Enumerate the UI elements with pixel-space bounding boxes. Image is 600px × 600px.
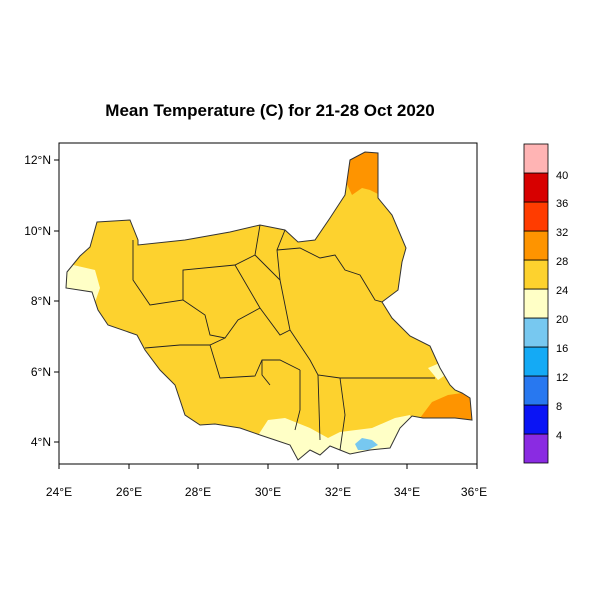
colorbar-label: 16 (556, 343, 568, 355)
x-tick-label: 26°E (116, 485, 142, 499)
boundary-line (144, 337, 226, 349)
y-tick-label: 4°N (31, 435, 51, 449)
boundary-line (182, 299, 261, 339)
colorbar-swatch (523, 404, 549, 435)
y-tick-label: 6°N (31, 365, 51, 379)
y-tick-label: 10°N (24, 224, 51, 238)
zone-28-32c-east (420, 393, 472, 425)
colorbar-label: 8 (556, 401, 562, 413)
x-tick-label: 34°E (394, 485, 420, 499)
boundary-line (234, 264, 291, 336)
boundary-line (276, 247, 383, 303)
colorbar-swatch (523, 259, 549, 290)
colorbar-label: 32 (556, 227, 568, 239)
y-tick-label: 12°N (24, 153, 51, 167)
boundary-line (261, 360, 271, 386)
colorbar-labels: 4 8 12 16 20 24 28 32 36 40 (556, 170, 568, 442)
y-axis-labels: 4°N 6°N 8°N 10°N 12°N (24, 153, 51, 449)
temperature-field (66, 152, 472, 460)
map-title: Mean Temperature (C) for 21-28 Oct 2020 (105, 101, 435, 120)
boundary-line (209, 344, 301, 379)
colorbar-swatch (523, 230, 549, 261)
boundary-line (294, 370, 301, 431)
boundary-line (289, 329, 341, 379)
x-tick-label: 24°E (46, 485, 72, 499)
x-tick-label: 32°E (325, 485, 351, 499)
colorbar-swatch (523, 143, 549, 174)
colorbar-label: 20 (556, 314, 568, 326)
colorbar-swatch (523, 433, 549, 464)
country-border (65, 151, 473, 461)
colorbar-label: 12 (556, 372, 568, 384)
x-axis-labels: 24°E 26°E 28°E 30°E 32°E 34°E 36°E (46, 485, 487, 499)
axis-ticks (54, 159, 478, 469)
colorbar-swatch (523, 201, 549, 232)
colorbar-label: 4 (556, 430, 562, 442)
x-tick-label: 36°E (461, 485, 487, 499)
zone-16-20c (355, 438, 378, 450)
colorbar-label: 28 (556, 256, 568, 268)
colorbar-swatch (523, 317, 549, 348)
y-tick-label: 8°N (31, 294, 51, 308)
colorbar-label: 36 (556, 198, 568, 210)
colorbar-swatch (523, 172, 549, 203)
x-tick-label: 30°E (255, 485, 281, 499)
colorbar-label: 24 (556, 285, 568, 297)
colorbar-swatch (523, 288, 549, 319)
x-tick-label: 28°E (185, 485, 211, 499)
colorbar-swatch (523, 375, 549, 406)
colorbar: 4 8 12 16 20 24 28 32 36 40 (523, 143, 568, 464)
zone-28-32c-north (340, 152, 385, 195)
colorbar-label: 40 (556, 170, 568, 182)
colorbar-swatches (523, 143, 549, 464)
state-boundaries (132, 224, 435, 451)
boundary-line (317, 374, 321, 441)
colorbar-swatch (523, 346, 549, 377)
boundary-line (339, 377, 346, 451)
boundary-line (132, 224, 261, 306)
